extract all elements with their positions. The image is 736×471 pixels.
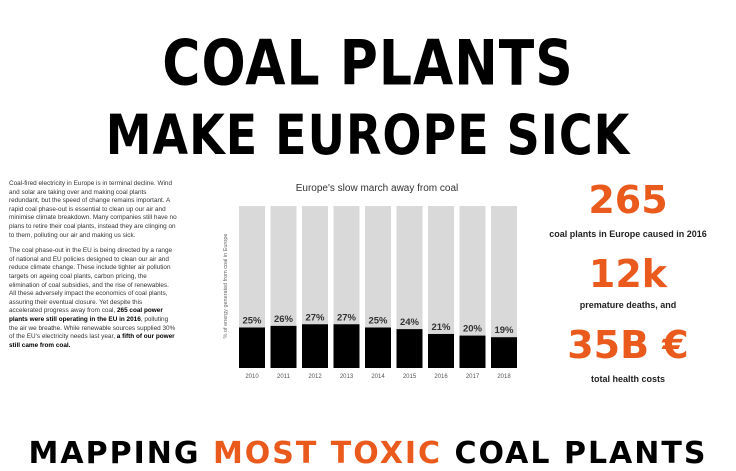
bar-2011 bbox=[270, 325, 297, 368]
bar-value-label-2017: 20% bbox=[463, 324, 483, 335]
x-tick-label-2011: 2011 bbox=[277, 374, 291, 380]
intro-p2-part-a: The coal phase-out in the EU is being di… bbox=[9, 247, 173, 315]
plants-count-caption: coal plants in Europe caused in 2016 bbox=[549, 229, 707, 239]
intro-p2-highlight-plants: 265 coal power plants were still operati… bbox=[9, 307, 163, 323]
bar-value-label-2015: 24% bbox=[400, 317, 420, 328]
health-costs-caption: total health costs bbox=[590, 374, 665, 384]
bar-2018 bbox=[491, 337, 517, 368]
x-tick-label-2012: 2012 bbox=[308, 374, 322, 380]
x-tick-label-2014: 2014 bbox=[371, 374, 385, 380]
intro-paragraph-2: The coal phase-out in the EU is being di… bbox=[9, 247, 177, 350]
health-costs-value: 35B € bbox=[567, 323, 689, 367]
bar-2013 bbox=[333, 324, 360, 368]
bar-value-label-2010: 25% bbox=[242, 316, 262, 327]
bar-value-label-2012: 27% bbox=[305, 312, 325, 323]
bar-value-label-2013: 27% bbox=[337, 312, 357, 323]
bar-2015 bbox=[396, 329, 423, 368]
bar-value-label-2018: 19% bbox=[494, 325, 514, 336]
x-tick-label-2016: 2016 bbox=[434, 374, 448, 380]
x-tick-label-2013: 2013 bbox=[340, 374, 354, 380]
page-title-line1: COAL PLANTS bbox=[162, 28, 574, 100]
chart-title: Europe's slow march away from coal bbox=[296, 183, 459, 194]
intro-p2-part-c: , polluting the air we breathe. While re… bbox=[9, 315, 176, 341]
bar-2010 bbox=[239, 327, 265, 368]
intro-paragraph-1: Coal-fired electricity in Europe is in t… bbox=[9, 180, 177, 239]
bar-value-label-2011: 26% bbox=[274, 314, 294, 325]
coal-share-bar-chart: Europe's slow march away from coal % of … bbox=[223, 183, 517, 380]
x-tick-label-2018: 2018 bbox=[497, 374, 511, 380]
bar-2017 bbox=[459, 335, 486, 368]
plants-count-value: 265 bbox=[588, 178, 668, 222]
deaths-caption: premature deaths, and bbox=[579, 300, 677, 310]
bar-2016 bbox=[428, 333, 454, 368]
bar-value-label-2014: 25% bbox=[368, 316, 388, 327]
bar-2014 bbox=[365, 327, 391, 368]
x-tick-label-2015: 2015 bbox=[403, 374, 417, 380]
page-title-line2: MAKE EUROPE SICK bbox=[105, 102, 631, 168]
intro-p2-highlight-coal: a fifth of our power still came from coa… bbox=[9, 333, 175, 349]
y-axis-label: % of energy generated from coal in Europ… bbox=[223, 234, 229, 339]
bars-group: 25% 2010 26% 2011 27% 2012 27% 2013 25% 2014 24% 20… bbox=[239, 206, 517, 380]
x-tick-label-2017: 2017 bbox=[466, 374, 480, 380]
x-tick-label-2010: 2010 bbox=[245, 374, 259, 380]
bar-2012 bbox=[302, 324, 328, 368]
deaths-value: 12k bbox=[588, 252, 668, 296]
intro-text: Coal-fired electricity in Europe is in t… bbox=[9, 180, 177, 357]
bar-value-label-2016: 21% bbox=[431, 322, 451, 333]
